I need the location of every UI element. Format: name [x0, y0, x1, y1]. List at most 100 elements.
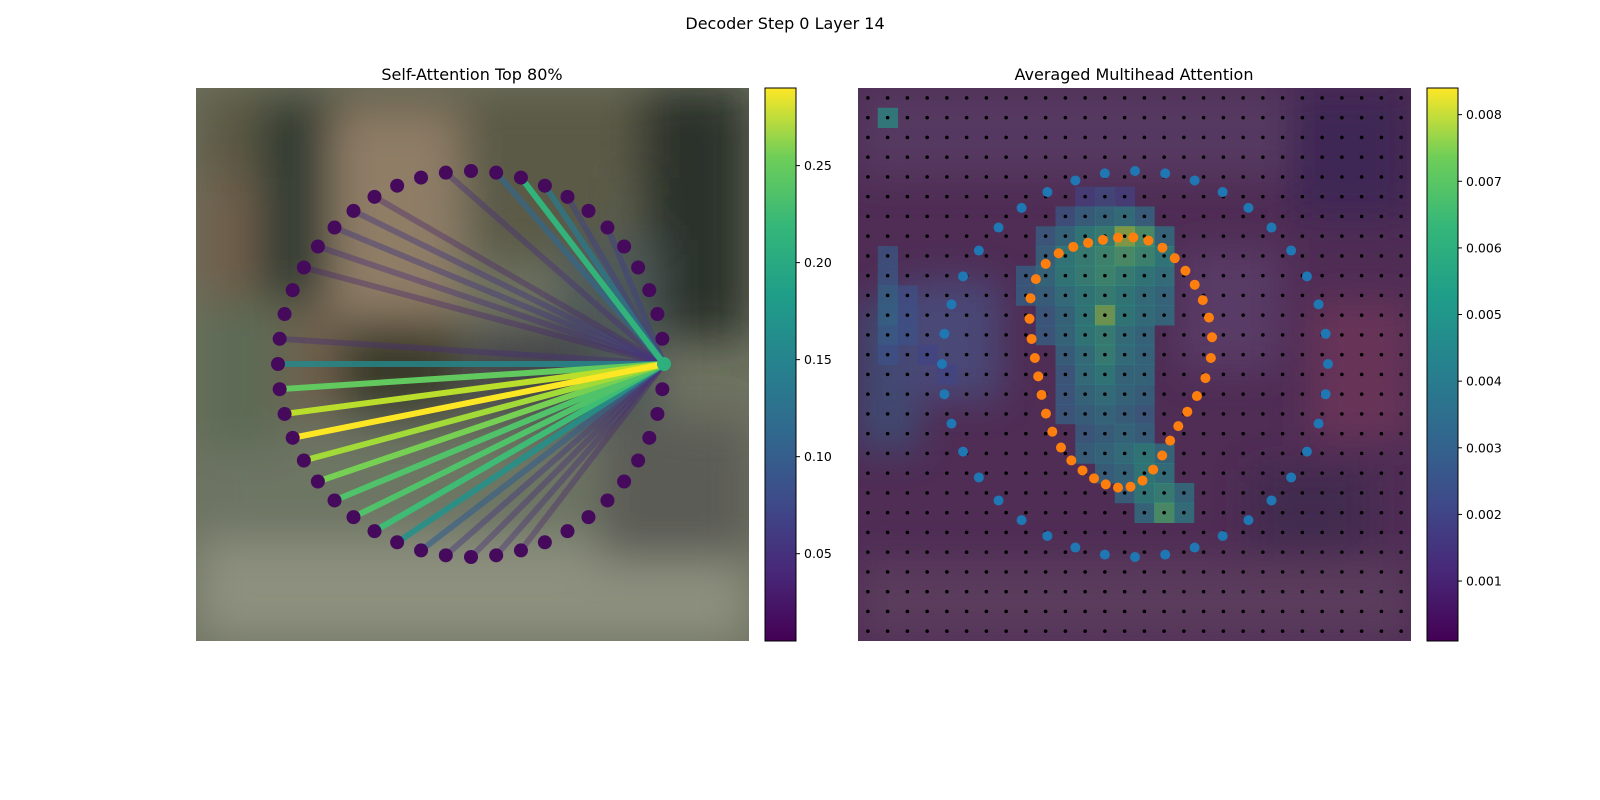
colorbar-tick-label: 0.20	[804, 255, 832, 270]
grid-dot	[1004, 431, 1008, 436]
grid-dot	[1122, 570, 1127, 574]
outer-series-point	[1301, 271, 1312, 282]
grid-dot	[1201, 273, 1206, 278]
grid-dot	[1399, 214, 1403, 219]
grid-dot	[1221, 115, 1226, 120]
grid-dot	[905, 273, 910, 278]
grid-dot	[1379, 234, 1384, 238]
inner-series-point	[1053, 248, 1064, 259]
grid-dot	[905, 234, 910, 238]
grid-dot	[1162, 135, 1166, 140]
grid-dot	[1379, 412, 1384, 416]
inner-series-point	[1169, 253, 1180, 264]
grid-dot	[1300, 392, 1305, 396]
grid-dot	[964, 254, 969, 258]
inner-series-point	[1143, 235, 1154, 246]
grid-dot	[1182, 155, 1186, 159]
grid-dot	[1399, 589, 1403, 594]
grid-dot	[1399, 313, 1403, 317]
grid-dot	[1379, 333, 1384, 337]
grid-dot	[866, 372, 870, 377]
grid-dot	[984, 392, 989, 396]
grid-dot	[1122, 293, 1127, 298]
grid-dot	[885, 352, 890, 357]
grid-dot	[885, 451, 890, 456]
grid-dot	[964, 333, 969, 337]
grid-dot	[1359, 313, 1364, 317]
grid-dot	[1261, 234, 1265, 238]
grid-dot	[1122, 491, 1127, 495]
grid-dot	[1359, 589, 1364, 594]
grid-dot	[1122, 550, 1127, 554]
grid-dot	[1379, 96, 1384, 100]
grid-dot	[1340, 135, 1344, 140]
grid-dot	[984, 214, 989, 219]
grid-dot	[1162, 570, 1166, 574]
grid-dot	[1399, 609, 1403, 614]
attention-node	[277, 307, 292, 322]
grid-dot	[905, 175, 910, 179]
grid-dot	[1103, 570, 1107, 574]
grid-dot	[984, 530, 989, 535]
grid-dot	[1280, 510, 1285, 515]
grid-dot	[1320, 175, 1324, 179]
grid-dot	[964, 96, 969, 100]
grid-dot	[1142, 629, 1147, 633]
grid-dot	[1024, 135, 1028, 140]
grid-dot	[1182, 629, 1186, 633]
grid-dot	[1359, 214, 1364, 219]
grid-dot	[1024, 175, 1028, 179]
colorbar-tick-label: 0.003	[1466, 440, 1502, 455]
grid-dot	[945, 589, 949, 594]
grid-dot	[866, 629, 870, 633]
grid-dot	[945, 254, 949, 258]
grid-dot	[1004, 313, 1008, 317]
attention-node	[655, 382, 670, 397]
inner-series-point	[1205, 353, 1216, 363]
grid-dot	[1083, 214, 1087, 219]
inner-series-point	[1026, 333, 1037, 344]
grid-dot	[1182, 471, 1186, 475]
grid-dot	[1320, 589, 1324, 594]
attention-node	[655, 331, 670, 346]
outer-series-point	[937, 359, 947, 369]
grid-dot	[1063, 372, 1068, 377]
attention-node	[310, 474, 325, 489]
grid-dot	[1043, 491, 1048, 495]
grid-dot	[1142, 96, 1147, 100]
grid-dot	[1261, 392, 1265, 396]
attention-node	[560, 524, 575, 539]
grid-dot	[1024, 412, 1028, 416]
grid-dot	[1024, 194, 1028, 199]
grid-dot	[1004, 372, 1008, 377]
grid-dot	[945, 609, 949, 614]
grid-dot	[1320, 352, 1324, 357]
grid-dot	[1261, 431, 1265, 436]
grid-dot	[1004, 293, 1008, 298]
grid-dot	[1083, 234, 1087, 238]
grid-dot	[1063, 510, 1068, 515]
grid-dot	[905, 333, 910, 337]
grid-dot	[1142, 194, 1147, 199]
grid-dot	[1300, 372, 1305, 377]
grid-dot	[1241, 293, 1245, 298]
grid-dot	[1320, 550, 1324, 554]
outer-series-point	[946, 299, 957, 310]
grid-dot	[1359, 293, 1364, 298]
grid-dot	[1142, 570, 1147, 574]
grid-dot	[1122, 135, 1127, 140]
attention-nodes	[271, 164, 671, 564]
outer-series-point	[1320, 389, 1331, 400]
grid-dot	[1063, 254, 1068, 258]
attention-edge	[284, 361, 665, 417]
grid-dot	[1024, 609, 1028, 614]
grid-dot	[1004, 352, 1008, 357]
grid-dot	[1300, 629, 1305, 633]
grid-dot	[1221, 491, 1226, 495]
grid-dot	[1063, 491, 1068, 495]
multihead-colorbar: 0.001 0.002 0.003 0.004 0.005 0.006 0.007 0.008	[1426, 87, 1502, 642]
grid-dot	[1221, 234, 1226, 238]
grid-dot	[885, 530, 890, 535]
grid-dot	[1261, 155, 1265, 159]
attention-node	[414, 543, 429, 558]
